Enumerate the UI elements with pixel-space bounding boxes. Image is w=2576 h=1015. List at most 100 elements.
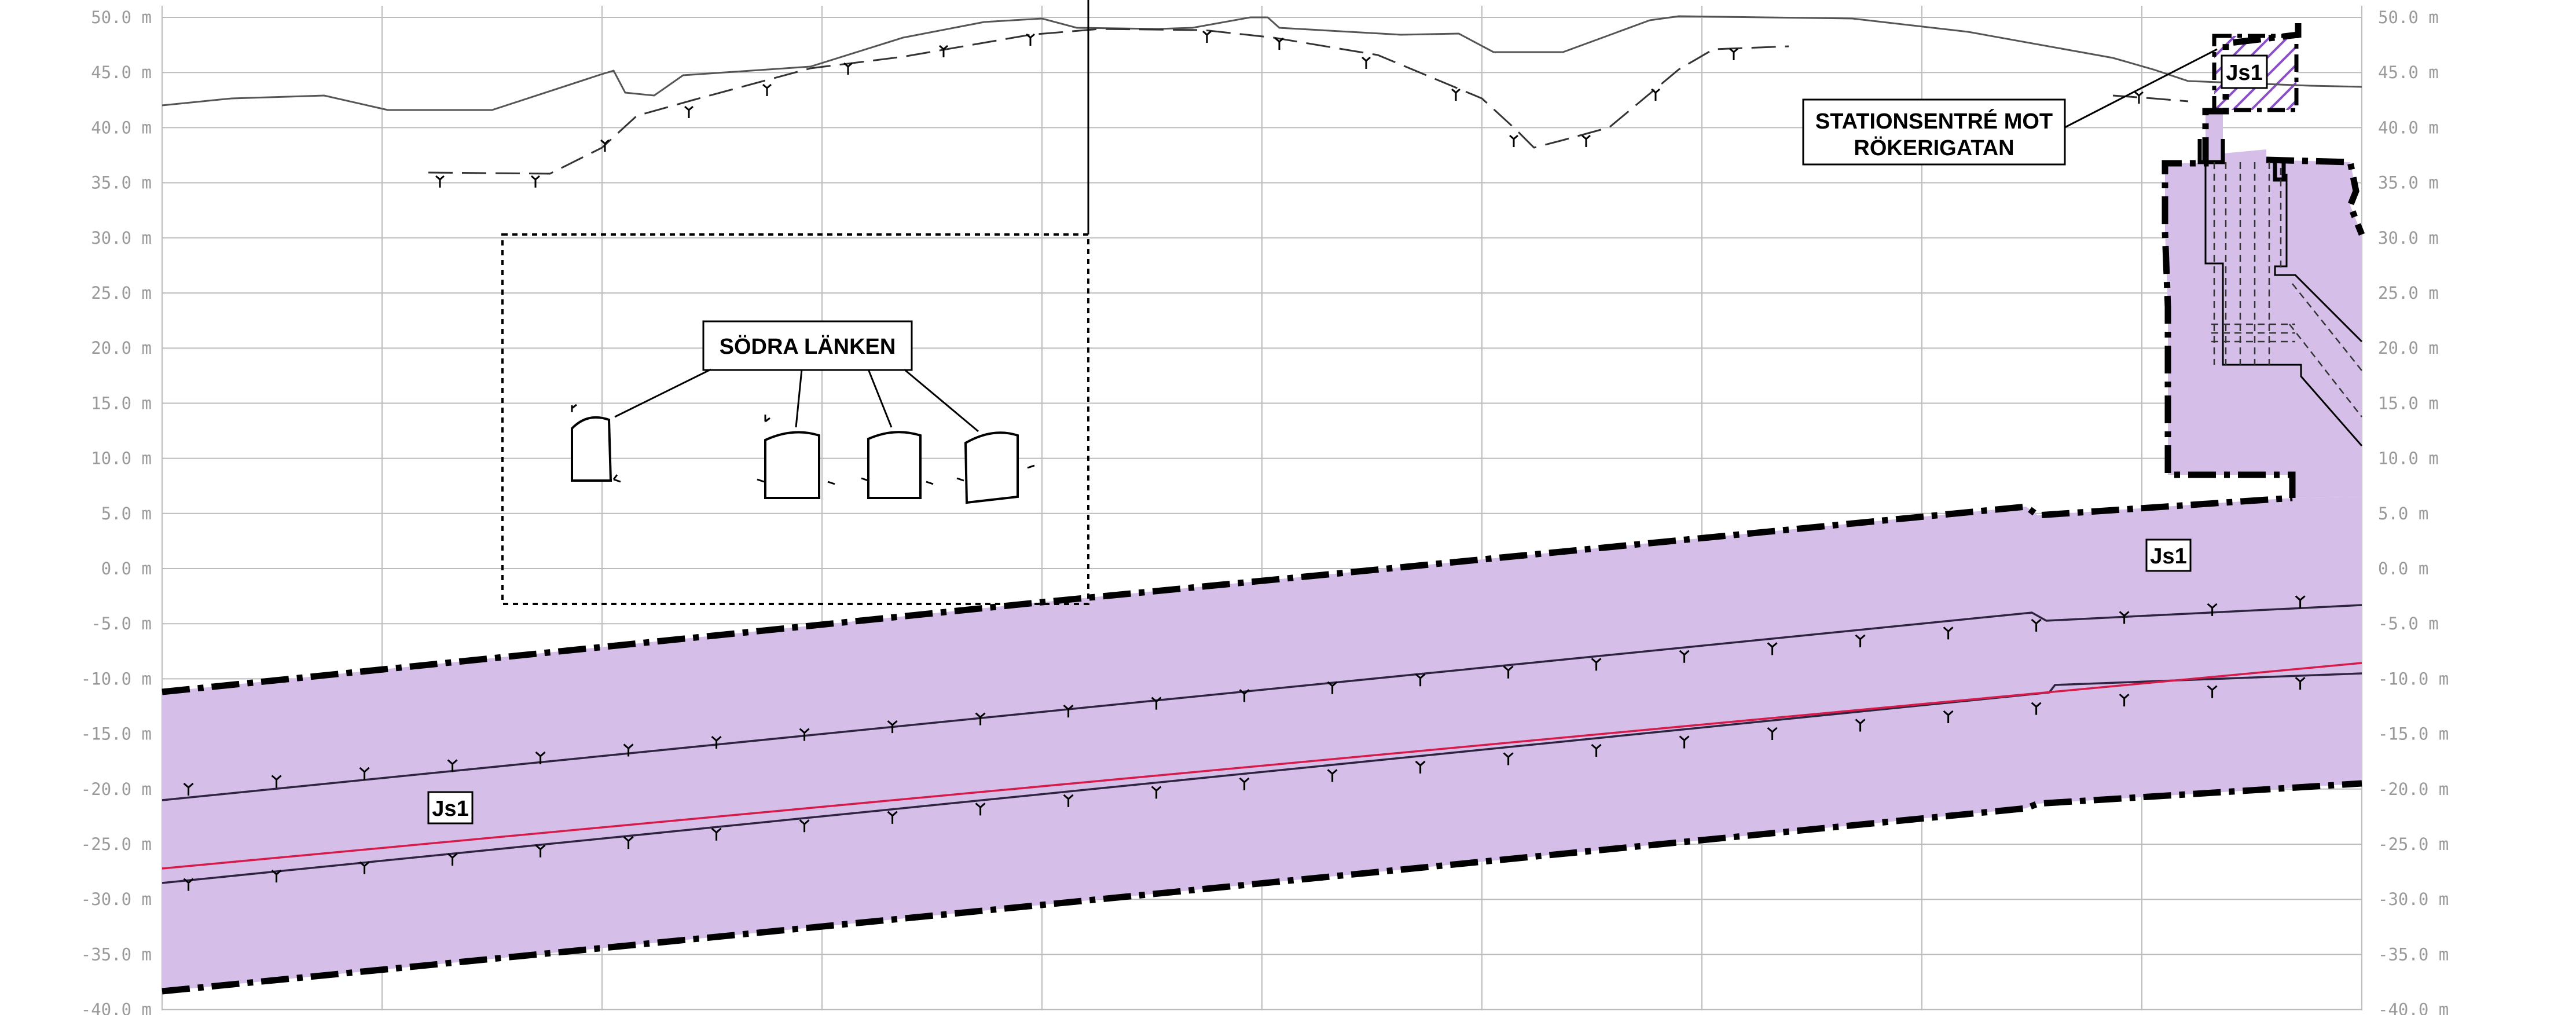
rock-surface-line [428, 28, 1789, 175]
rock-zone-band [162, 497, 2362, 991]
rock-tick [1767, 727, 1778, 741]
rock-tick [975, 803, 986, 816]
rock-tick [1151, 697, 1162, 710]
rock-tick [1239, 689, 1250, 702]
sodra-lanken-box [501, 233, 1089, 605]
zone-boundary-lower [162, 780, 2362, 995]
y-tick-label-right: 40.0 m [2378, 118, 2439, 137]
rock-tick [359, 767, 370, 780]
tunnel-profile-3 [867, 431, 922, 499]
sodra-lanken-tunnels [571, 404, 1035, 504]
svg-text:Js1: Js1 [2226, 61, 2262, 85]
rock-line-lower-ticks [183, 677, 2306, 891]
y-tick-label-left: 30.0 m [91, 228, 152, 248]
rock-tick [887, 720, 898, 734]
rock-tick [2295, 677, 2306, 690]
station-structure [2197, 139, 2363, 446]
rock-tick [535, 844, 546, 858]
rock-tick [2031, 618, 2042, 632]
station-zone [2165, 111, 2362, 498]
rock-tick [799, 819, 810, 833]
rock-tick [1063, 705, 1074, 718]
rock-tick [711, 827, 722, 841]
rock-tick [1591, 743, 1602, 757]
rock-tick [271, 870, 282, 883]
rock-line-upper [162, 604, 2362, 801]
rock-tick [535, 751, 546, 765]
zone-label-station: Js1 [2221, 54, 2268, 89]
y-tick-label-left: 40.0 m [91, 118, 152, 137]
y-tick-label-left: 15.0 m [91, 393, 152, 413]
rock-tick [799, 728, 810, 741]
y-tick-label-right: 35.0 m [2378, 173, 2439, 193]
station-boundary-right [2266, 156, 2365, 236]
sodra-lanken-text: SÖDRA LÄNKEN [720, 334, 896, 359]
rock-line-upper-ticks [183, 595, 2306, 796]
rock-tick [1063, 794, 1074, 807]
svg-text:Js1: Js1 [432, 797, 468, 821]
rock-tick [623, 836, 634, 849]
rock-tick [2031, 702, 2042, 715]
tunnel-profile-4 [964, 431, 1019, 504]
rock-tick [1591, 658, 1602, 671]
rock-tick [1855, 634, 1866, 647]
rock-tick [1239, 777, 1250, 790]
rock-tick [1855, 719, 1866, 732]
rock-tick [271, 775, 282, 788]
y-tick-label-left: 10.0 m [91, 449, 152, 468]
rock-surface-ticks [435, 30, 2144, 188]
y-tick-label-right: 50.0 m [2378, 8, 2439, 27]
y-tick-label-left: -15.0 m [81, 724, 152, 744]
station-entrance-label: STATIONSENTRÉ MOT RÖKERIGATAN [1802, 48, 2218, 166]
y-tick-label-left: -40.0 m [81, 1000, 152, 1015]
rock-tick [1327, 769, 1338, 782]
y-tick-label-left: 35.0 m [91, 173, 152, 193]
y-tick-label-right: 0.0 m [2378, 559, 2428, 578]
tunnel-alignment-line [162, 662, 2362, 870]
y-tick-label-left: -10.0 m [81, 669, 152, 688]
zone-label-left: Js1 [427, 791, 474, 825]
y-tick-label-left: -35.0 m [81, 944, 152, 964]
y-tick-label-right: -25.0 m [2378, 834, 2449, 854]
rock-tick [447, 853, 458, 866]
y-tick-label-left: 50.0 m [91, 8, 152, 27]
y-tick-label-right: 30.0 m [2378, 228, 2439, 248]
y-axis-left: 50.0 m 45.0 m 40.0 m 35.0 m 30.0 m 25.0 m 20.0… [81, 8, 152, 1015]
rock-tick [1327, 681, 1338, 694]
rock-tick [1415, 760, 1426, 774]
y-tick-label-left: 5.0 m [101, 504, 152, 523]
y-tick-label-right: 20.0 m [2378, 338, 2439, 358]
y-tick-label-left: 20.0 m [91, 338, 152, 358]
y-tick-label-right: 45.0 m [2378, 63, 2439, 82]
y-tick-label-right: 25.0 m [2378, 283, 2439, 303]
rock-tick [1679, 735, 1690, 749]
y-tick-label-right: -20.0 m [2378, 779, 2449, 799]
vertical-gridlines [162, 6, 2362, 1010]
rock-tick [1943, 710, 1954, 724]
rock-tick [1503, 665, 1514, 679]
rock-tick [2119, 611, 2130, 624]
rock-tick [183, 878, 194, 891]
station-label-line1: STATIONSENTRÉ MOT [1815, 108, 2053, 134]
rock-tick [359, 861, 370, 874]
y-tick-label-right: -30.0 m [2378, 889, 2449, 909]
rock-tick [1943, 626, 1954, 640]
rock-tick [623, 743, 634, 757]
station-label-line2: RÖKERIGATAN [1854, 135, 2014, 160]
rock-tick [2207, 603, 2218, 616]
zone-label-right: Js1 [2145, 538, 2192, 572]
rock-line-lower [162, 672, 2362, 884]
rock-tick [2119, 693, 2130, 707]
y-axis-right: 50.0 m 45.0 m 40.0 m 35.0 m 30.0 m 25.0 m 20.0… [2378, 8, 2449, 1015]
rock-tick [447, 759, 458, 772]
tunnel-profile-1 [571, 416, 612, 482]
svg-text:Js1: Js1 [2150, 544, 2186, 569]
y-tick-label-right: -15.0 m [2378, 724, 2449, 744]
y-tick-label-right: 15.0 m [2378, 393, 2439, 413]
rock-tick [2207, 685, 2218, 698]
rock-tick [183, 782, 194, 796]
y-tick-label-left: -30.0 m [81, 889, 152, 909]
y-tick-label-left: -25.0 m [81, 834, 152, 854]
rock-tick [2295, 595, 2306, 609]
